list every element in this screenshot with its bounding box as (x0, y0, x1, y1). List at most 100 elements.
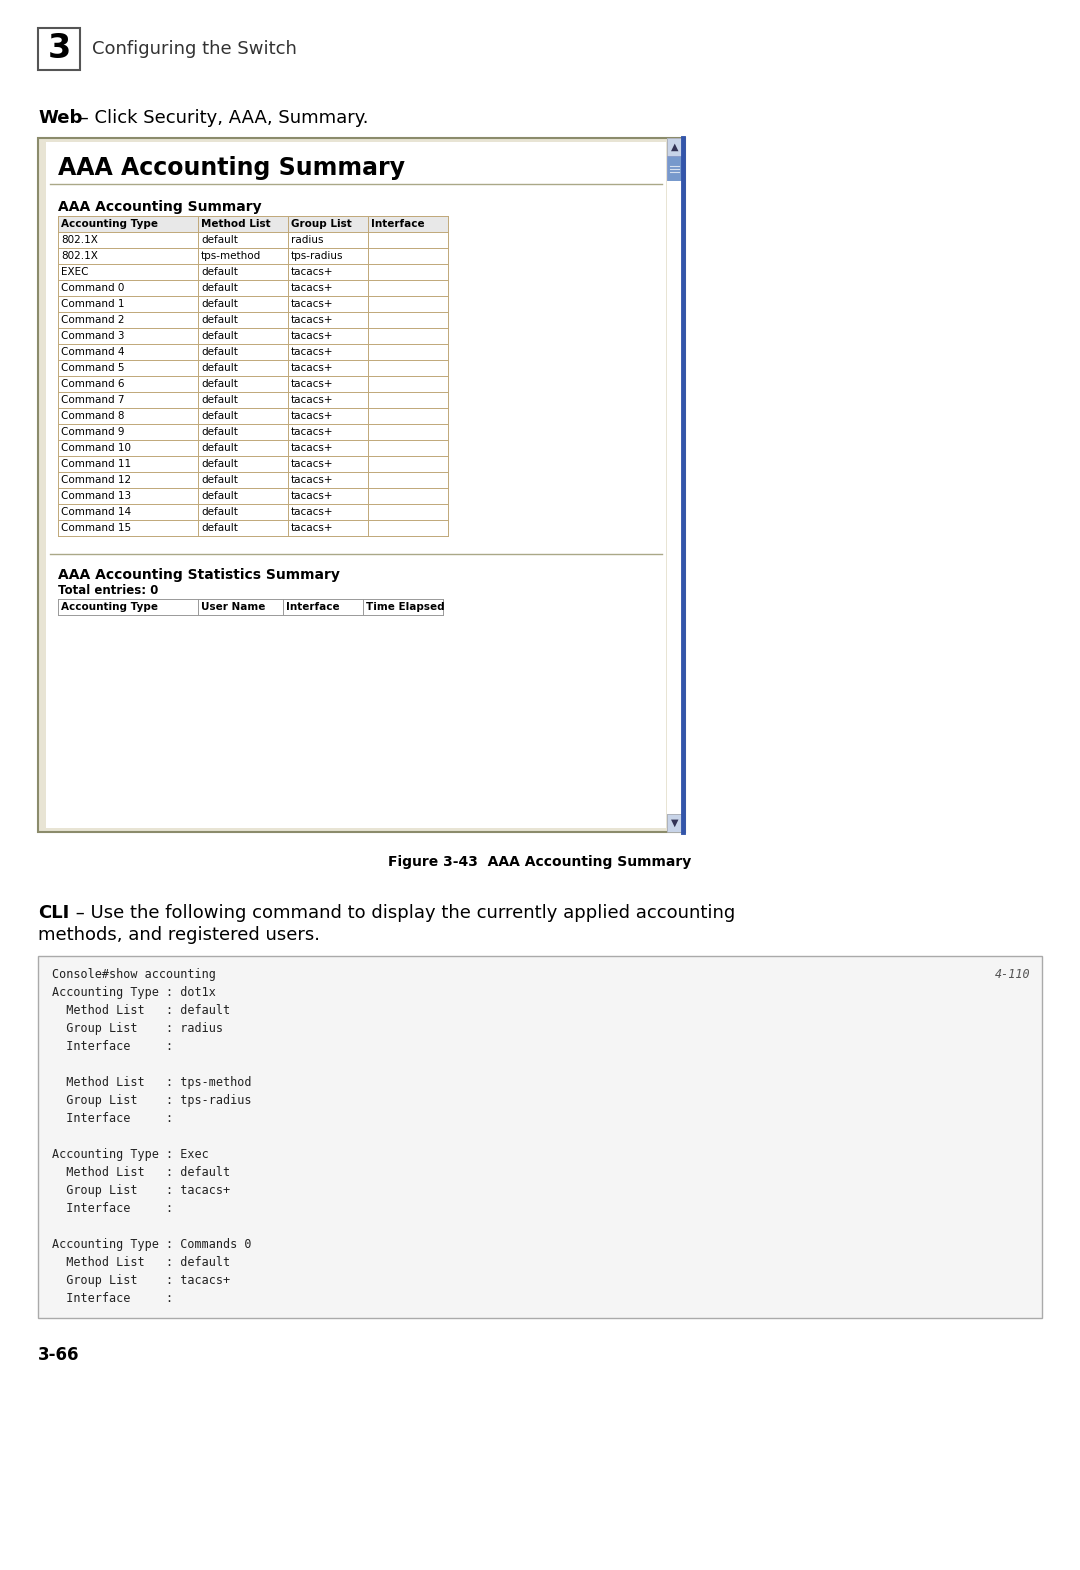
Text: 4-110: 4-110 (995, 969, 1030, 981)
Text: default: default (201, 347, 238, 356)
Text: default: default (201, 476, 238, 485)
FancyBboxPatch shape (667, 155, 681, 181)
Text: tacacs+: tacacs+ (291, 491, 334, 501)
Text: Command 14: Command 14 (60, 507, 131, 517)
Text: Total entries: 0: Total entries: 0 (58, 584, 159, 597)
Text: Console#show accounting: Console#show accounting (52, 969, 216, 981)
Text: tacacs+: tacacs+ (291, 283, 334, 294)
FancyBboxPatch shape (38, 138, 685, 832)
Text: Method List   : default: Method List : default (52, 1167, 230, 1179)
Text: default: default (201, 507, 238, 517)
Text: Time Elapsed: Time Elapsed (366, 601, 445, 612)
Text: Command 7: Command 7 (60, 396, 124, 405)
Text: Group List    : tps-radius: Group List : tps-radius (52, 1094, 252, 1107)
Text: Method List: Method List (201, 218, 271, 229)
Text: default: default (201, 491, 238, 501)
Text: User Name: User Name (201, 601, 266, 612)
Text: CLI: CLI (38, 904, 69, 922)
Text: default: default (201, 283, 238, 294)
Text: AAA Accounting Summary: AAA Accounting Summary (58, 199, 261, 214)
Text: Command 8: Command 8 (60, 411, 124, 421)
Text: Accounting Type : Commands 0: Accounting Type : Commands 0 (52, 1239, 252, 1251)
Text: Command 0: Command 0 (60, 283, 124, 294)
Text: EXEC: EXEC (60, 267, 89, 276)
FancyBboxPatch shape (38, 28, 80, 71)
Text: Command 10: Command 10 (60, 443, 131, 454)
Text: default: default (201, 458, 238, 469)
Text: AAA Accounting Statistics Summary: AAA Accounting Statistics Summary (58, 568, 340, 582)
Text: 3-66: 3-66 (38, 1345, 80, 1364)
Text: tacacs+: tacacs+ (291, 427, 334, 436)
Text: – Use the following command to display the currently applied accounting: – Use the following command to display t… (70, 904, 735, 922)
Text: tacacs+: tacacs+ (291, 316, 334, 325)
Text: AAA Accounting Summary: AAA Accounting Summary (58, 155, 405, 181)
Text: Interface     :: Interface : (52, 1292, 173, 1305)
FancyBboxPatch shape (667, 181, 681, 813)
Text: Group List    : tacacs+: Group List : tacacs+ (52, 1273, 230, 1287)
Text: tacacs+: tacacs+ (291, 331, 334, 341)
Text: default: default (201, 427, 238, 436)
Text: default: default (201, 267, 238, 276)
Text: Command 4: Command 4 (60, 347, 124, 356)
Text: ▲: ▲ (671, 141, 678, 152)
Text: Accounting Type: Accounting Type (60, 601, 158, 612)
Text: tacacs+: tacacs+ (291, 523, 334, 532)
Text: tacacs+: tacacs+ (291, 458, 334, 469)
Text: tacacs+: tacacs+ (291, 267, 334, 276)
Text: tacacs+: tacacs+ (291, 363, 334, 374)
Text: Interface     :: Interface : (52, 1112, 173, 1126)
Text: tps-method: tps-method (201, 251, 261, 261)
Text: Accounting Type : dot1x: Accounting Type : dot1x (52, 986, 216, 999)
Text: Method List   : default: Method List : default (52, 1256, 230, 1269)
Text: Interface: Interface (286, 601, 339, 612)
Text: Method List   : default: Method List : default (52, 1003, 230, 1017)
Text: Web: Web (38, 108, 82, 127)
Text: tacacs+: tacacs+ (291, 507, 334, 517)
Text: Command 6: Command 6 (60, 378, 124, 389)
Text: tacacs+: tacacs+ (291, 396, 334, 405)
Text: Interface: Interface (372, 218, 424, 229)
Text: 3: 3 (48, 33, 70, 66)
Text: Command 11: Command 11 (60, 458, 131, 469)
Text: default: default (201, 331, 238, 341)
Text: tps-radius: tps-radius (291, 251, 343, 261)
Text: Command 1: Command 1 (60, 298, 124, 309)
FancyBboxPatch shape (667, 813, 681, 832)
Text: Interface     :: Interface : (52, 1203, 173, 1215)
Text: ▼: ▼ (671, 818, 678, 827)
Text: Command 12: Command 12 (60, 476, 131, 485)
FancyBboxPatch shape (46, 141, 666, 827)
FancyBboxPatch shape (58, 217, 448, 232)
Text: default: default (201, 378, 238, 389)
Text: tacacs+: tacacs+ (291, 411, 334, 421)
Text: default: default (201, 298, 238, 309)
Text: tacacs+: tacacs+ (291, 378, 334, 389)
Text: Command 2: Command 2 (60, 316, 124, 325)
Text: Configuring the Switch: Configuring the Switch (92, 39, 297, 58)
Text: Group List    : tacacs+: Group List : tacacs+ (52, 1184, 230, 1196)
Text: Group List    : radius: Group List : radius (52, 1022, 222, 1035)
Text: Command 15: Command 15 (60, 523, 131, 532)
Text: default: default (201, 363, 238, 374)
FancyBboxPatch shape (667, 138, 681, 155)
Text: Accounting Type : Exec: Accounting Type : Exec (52, 1148, 208, 1160)
Text: tacacs+: tacacs+ (291, 476, 334, 485)
FancyBboxPatch shape (38, 956, 1042, 1317)
Text: Accounting Type: Accounting Type (60, 218, 158, 229)
Text: default: default (201, 411, 238, 421)
Text: Command 3: Command 3 (60, 331, 124, 341)
Text: default: default (201, 523, 238, 532)
Text: 802.1X: 802.1X (60, 251, 98, 261)
Text: default: default (201, 443, 238, 454)
Text: tacacs+: tacacs+ (291, 298, 334, 309)
Text: Command 9: Command 9 (60, 427, 124, 436)
Text: Command 5: Command 5 (60, 363, 124, 374)
Text: 802.1X: 802.1X (60, 236, 98, 245)
Text: Command 13: Command 13 (60, 491, 131, 501)
Text: methods, and registered users.: methods, and registered users. (38, 926, 320, 944)
Text: tacacs+: tacacs+ (291, 443, 334, 454)
FancyBboxPatch shape (667, 138, 681, 832)
Text: default: default (201, 236, 238, 245)
Text: default: default (201, 316, 238, 325)
Text: tacacs+: tacacs+ (291, 347, 334, 356)
